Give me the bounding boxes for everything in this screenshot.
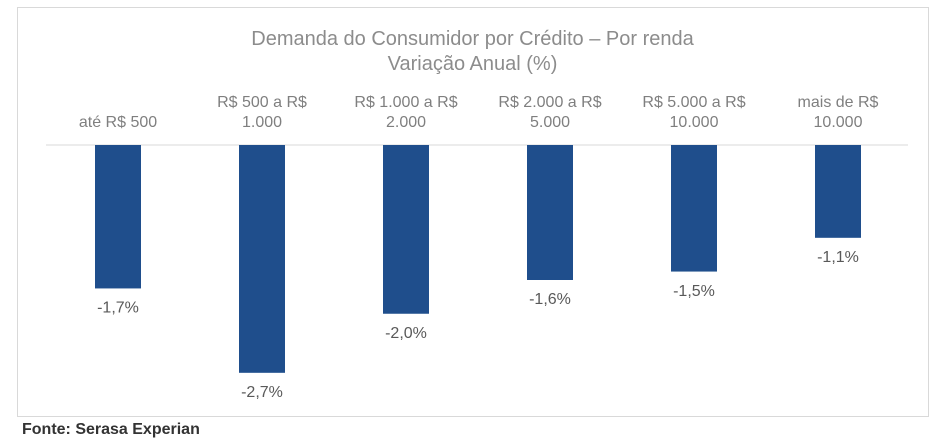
bar xyxy=(383,145,429,314)
bar xyxy=(671,145,717,272)
bar xyxy=(239,145,285,373)
x-tick-label: R$ 5.000 a R$ 10.000 xyxy=(642,94,746,131)
bar xyxy=(815,145,861,238)
chart-title: Demanda do Consumidor por Crédito – Por … xyxy=(251,28,694,50)
bar xyxy=(527,145,573,280)
data-label: -1,7% xyxy=(97,300,139,317)
x-tick-label: até R$ 500 xyxy=(78,114,158,131)
data-label: -1,1% xyxy=(817,249,859,266)
chart-subtitle: Variação Anual (%) xyxy=(387,53,558,75)
chart-frame xyxy=(17,7,929,417)
source: Fonte: Serasa Experian xyxy=(22,421,200,438)
data-label: -1,5% xyxy=(673,283,715,300)
data-label: -2,0% xyxy=(385,325,427,342)
data-label: -2,7% xyxy=(241,384,283,401)
x-tick-label: R$ 500 a R$ 1.000 xyxy=(217,94,307,131)
x-tick-label: R$ 1.000 a R$ 2.000 xyxy=(354,94,458,131)
bar xyxy=(95,145,141,289)
data-label: -1,6% xyxy=(529,291,571,308)
x-tick-label: R$ 2.000 a R$ 5.000 xyxy=(498,94,602,131)
x-tick-label: mais de R$ 10.000 xyxy=(797,94,879,131)
